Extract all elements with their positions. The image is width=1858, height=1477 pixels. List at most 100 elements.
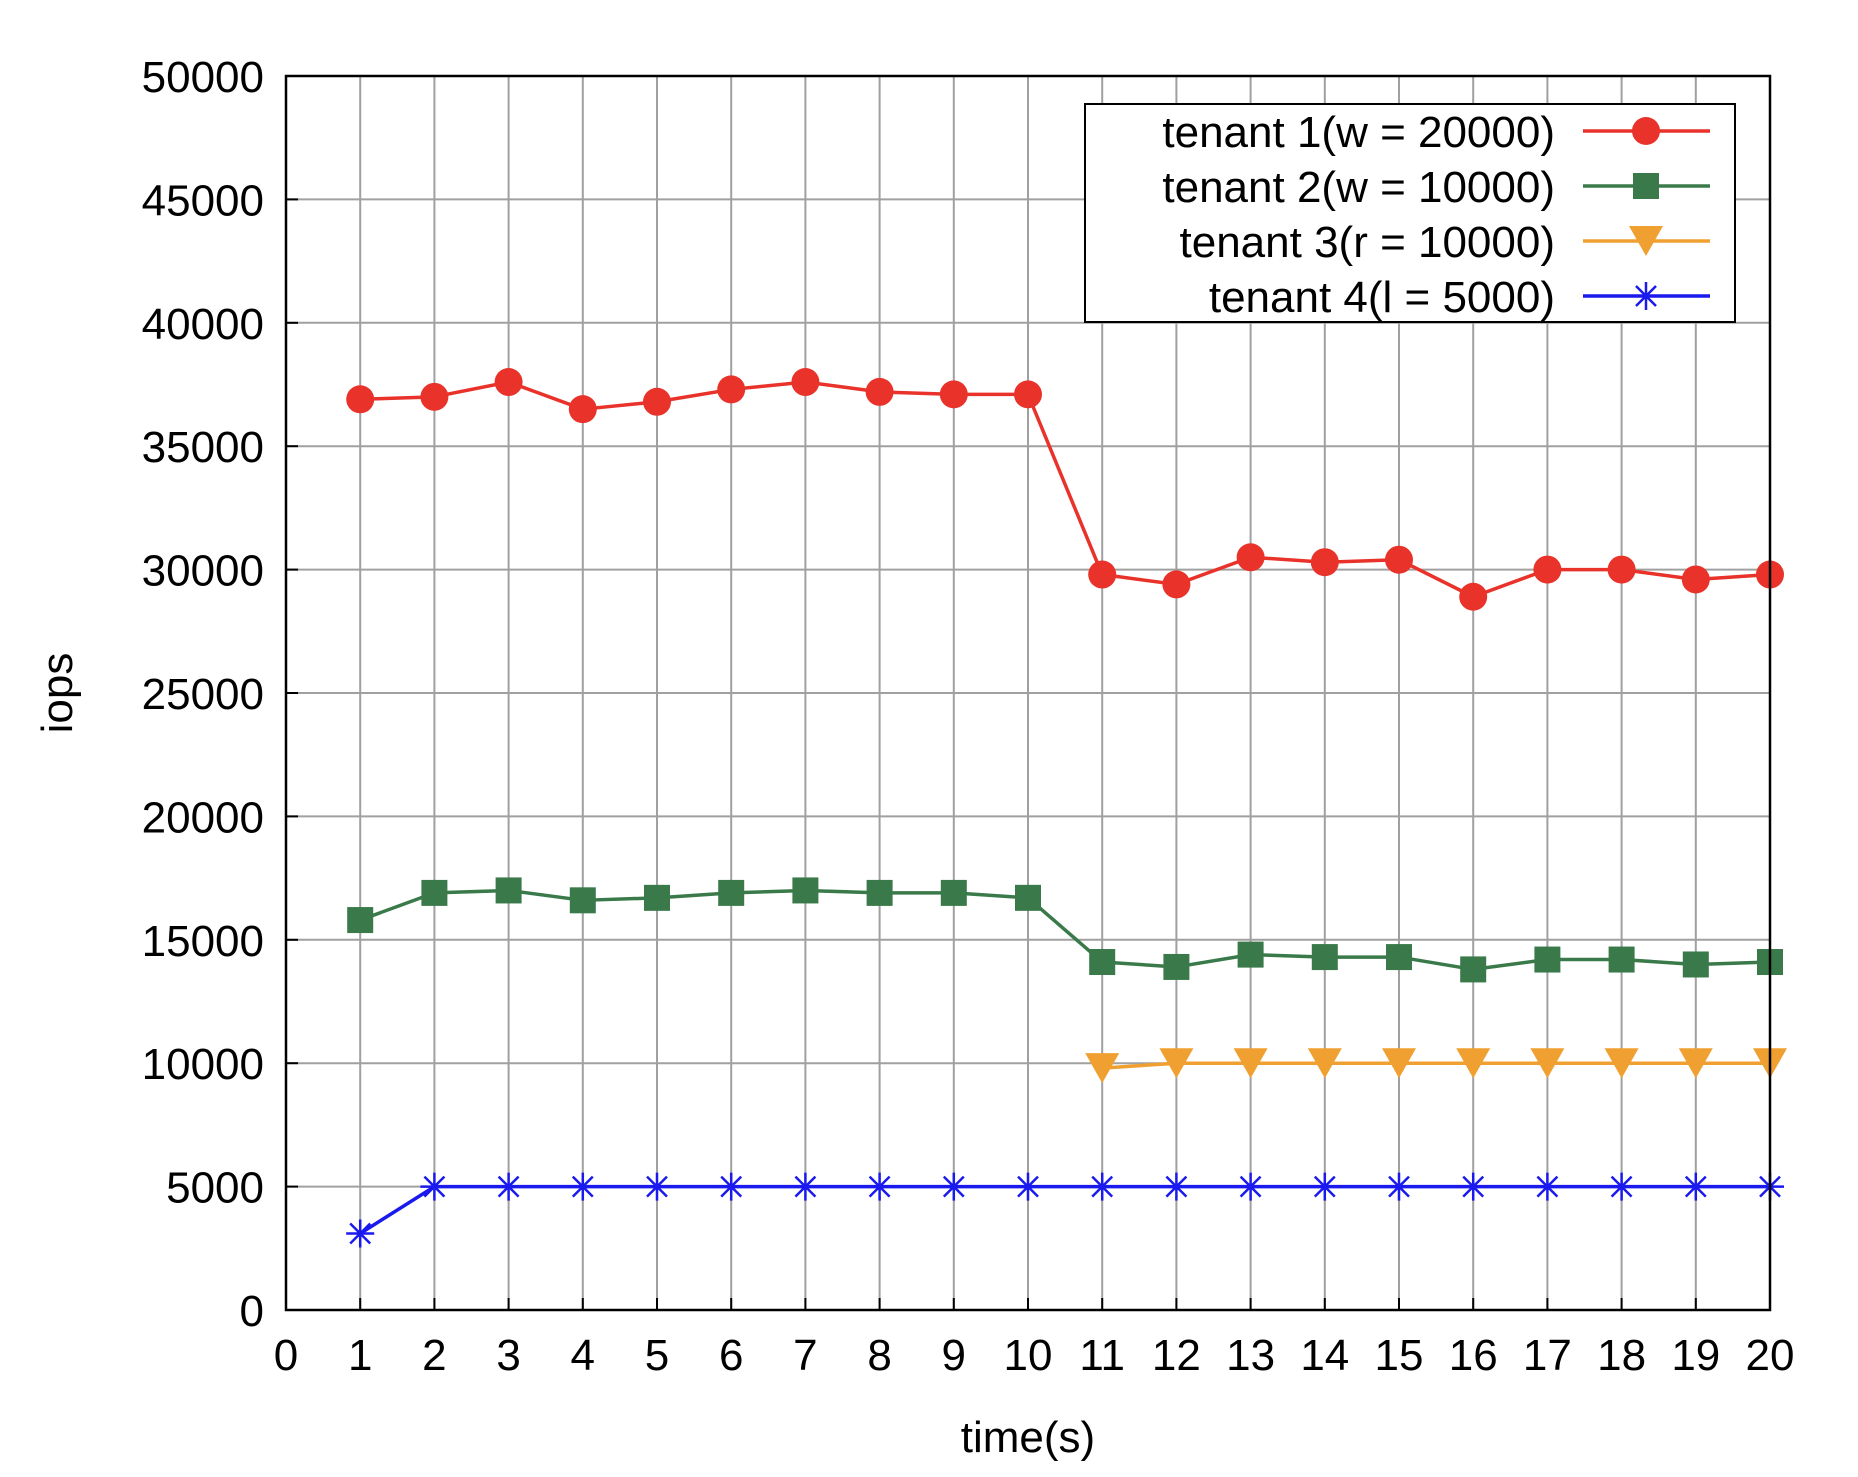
y-tick-label: 5000 (166, 1164, 264, 1213)
data-point (1678, 1048, 1713, 1079)
data-point (1607, 555, 1636, 584)
legend-swatch-marker (1632, 117, 1660, 145)
data-point (1385, 1172, 1413, 1201)
data-point (494, 368, 523, 397)
data-point (1681, 565, 1710, 594)
data-point (1530, 1048, 1565, 1079)
data-point (495, 877, 522, 904)
data-point (1015, 884, 1041, 911)
data-point (1236, 543, 1265, 572)
legend-label: tenant 2(w = 10000) (1162, 163, 1555, 212)
data-point (791, 368, 820, 397)
x-tick-label: 13 (1226, 1331, 1275, 1380)
data-point (1681, 1172, 1710, 1201)
ticks: 0 1 2 3 4 5 6 7 8 9 10 11 12 13 14 15 16 17 18 19 2005000100… (142, 53, 1795, 1380)
series-line (359, 1184, 1770, 1235)
x-tick-label: 7 (793, 1331, 817, 1380)
series-1 (346, 368, 1784, 611)
legend-label: tenant 1(w = 20000) (1162, 108, 1555, 157)
data-point (421, 879, 448, 906)
x-tick-label: 14 (1300, 1331, 1349, 1380)
legend-item-3: tenant 3(r = 10000) (1180, 218, 1710, 267)
data-point (1534, 946, 1561, 973)
x-tick-label: 4 (571, 1331, 595, 1380)
data-point (1088, 560, 1117, 589)
data-point (644, 884, 670, 911)
data-point (569, 887, 596, 914)
data-point (792, 877, 819, 904)
y-tick-label: 40000 (142, 300, 264, 349)
data-point (717, 1172, 746, 1201)
x-tick-label: 18 (1597, 1331, 1646, 1380)
data-point (1533, 555, 1562, 584)
data-point (1459, 582, 1488, 611)
legend-item-2: tenant 2(w = 10000) (1162, 163, 1710, 212)
y-tick-label: 15000 (142, 917, 264, 966)
y-tick-label: 50000 (142, 53, 264, 102)
data-point (1159, 1048, 1194, 1079)
data-point (420, 1172, 449, 1201)
data-point (1533, 1172, 1562, 1201)
data-point (718, 879, 745, 906)
data-point (1385, 545, 1413, 574)
x-tick-label: 3 (496, 1331, 520, 1380)
y-tick-label: 10000 (142, 1040, 264, 1089)
x-tick-label: 9 (942, 1331, 966, 1380)
data-point (1310, 1172, 1339, 1201)
y-tick-label: 20000 (142, 793, 264, 842)
data-point (1460, 956, 1487, 983)
legend: tenant 1(w = 20000) tenant 2(w = 10000) te… (1084, 103, 1736, 323)
x-tick-label: 1 (348, 1331, 372, 1380)
data-point (865, 377, 894, 406)
data-point (568, 395, 597, 424)
data-point (1088, 1172, 1117, 1201)
x-tick-label: 15 (1375, 1331, 1424, 1380)
x-tick-label: 19 (1671, 1331, 1720, 1380)
series-4 (346, 1172, 1784, 1248)
y-tick-label: 45000 (142, 176, 264, 225)
data-point (1162, 570, 1191, 599)
y-tick-label: 25000 (142, 670, 264, 719)
data-point (346, 385, 375, 414)
x-tick-label: 8 (867, 1331, 891, 1380)
data-point (1310, 548, 1339, 577)
data-point (1607, 1172, 1636, 1201)
data-point (1608, 946, 1635, 973)
data-point (347, 907, 374, 934)
series-layer (346, 368, 1787, 1248)
data-point (791, 1172, 820, 1201)
x-tick-label: 2 (422, 1331, 446, 1380)
data-point (1236, 1172, 1265, 1201)
data-point (1162, 1172, 1191, 1201)
x-tick-label: 10 (1004, 1331, 1053, 1380)
data-point (1233, 1048, 1268, 1079)
data-point (1237, 941, 1264, 968)
data-point (1163, 953, 1190, 980)
data-point (1085, 1053, 1120, 1084)
data-point (494, 1172, 523, 1201)
data-point (1382, 1048, 1416, 1079)
data-point (346, 1219, 375, 1248)
legend-item-4: tenant 4(l = 5000) (1209, 273, 1710, 322)
legend-swatch-marker (1632, 282, 1660, 310)
data-point (1014, 1172, 1042, 1201)
data-point (1682, 951, 1709, 978)
x-tick-label: 16 (1449, 1331, 1498, 1380)
x-tick-label: 6 (719, 1331, 743, 1380)
legend-swatch-marker (1629, 226, 1663, 256)
y-tick-label: 30000 (142, 547, 264, 596)
y-tick-label: 35000 (142, 423, 264, 472)
legend-label: tenant 3(r = 10000) (1180, 218, 1555, 267)
data-point (643, 1172, 671, 1201)
x-axis-title: time(s) (961, 1413, 1095, 1462)
data-point (568, 1172, 597, 1201)
data-point (940, 879, 967, 906)
x-tick-label: 20 (1746, 1331, 1795, 1380)
legend-label: tenant 4(l = 5000) (1209, 273, 1555, 322)
data-point (1459, 1172, 1488, 1201)
data-point (1456, 1048, 1491, 1079)
y-axis-title: iops (33, 653, 82, 734)
x-tick-label: 11 (1079, 1331, 1125, 1380)
